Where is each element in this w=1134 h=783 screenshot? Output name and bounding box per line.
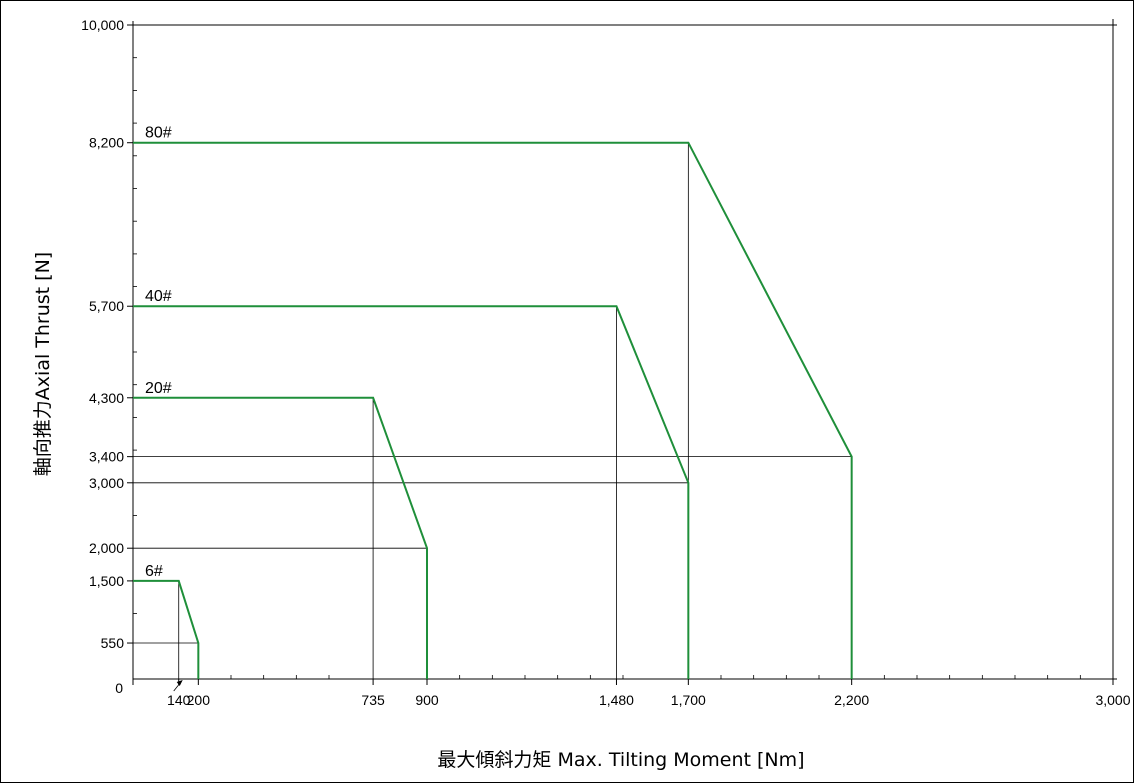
series-line-1 (133, 396, 428, 679)
x-tick-label-1: 140 (167, 692, 191, 708)
x-tick-label-0: 0 (115, 680, 123, 696)
y-tick-label-6: 5,700 (89, 298, 124, 314)
series-line-0 (133, 579, 200, 679)
series-label-3: 80# (145, 125, 172, 142)
y-tick-label-5: 4,300 (89, 390, 124, 406)
x-tick-label-8: 3,000 (1095, 692, 1130, 708)
series-label-2: 40# (145, 288, 172, 305)
guide-lines (133, 142, 853, 679)
x-tick-label-7: 2,200 (834, 692, 869, 708)
x-tick-label-4: 900 (415, 692, 439, 708)
y-tick-label-3: 3,000 (89, 475, 124, 491)
axes (127, 19, 1117, 692)
x-tick-label-3: 735 (361, 692, 385, 708)
y-tick-label-7: 8,200 (89, 135, 124, 151)
series-line-3 (133, 141, 853, 679)
x-tick-label-2: 200 (187, 692, 211, 708)
y-tick-label-4: 3,400 (89, 449, 124, 465)
series-lines (133, 141, 853, 679)
y-tick-label-1: 1,500 (89, 573, 124, 589)
series-label-1: 20# (145, 380, 172, 397)
x-tick-label-5: 1,480 (599, 692, 634, 708)
series-label-0: 6# (145, 563, 163, 580)
y-tick-label-8: 10,000 (81, 17, 124, 33)
y-tick-label-2: 2,000 (89, 540, 124, 556)
x-tick-label-6: 1,700 (671, 692, 706, 708)
y-axis-title: 軸向推力Axial Thrust [N] (32, 252, 54, 476)
pointer-arrow-head (176, 680, 183, 686)
y-tick-label-0: 550 (101, 635, 125, 651)
series-line-2 (133, 305, 690, 679)
x-axis-title: 最大傾斜力矩 Max. Tilting Moment [Nm] (437, 749, 804, 771)
